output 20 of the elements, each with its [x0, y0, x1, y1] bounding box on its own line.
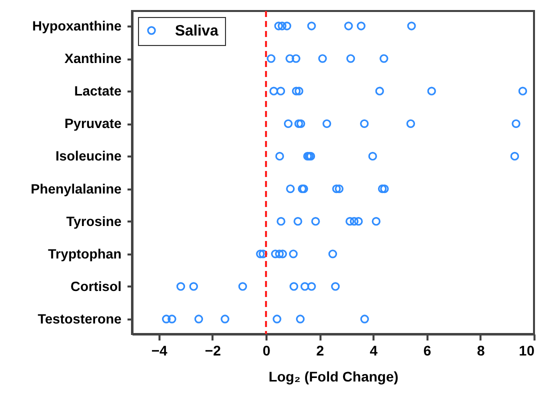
x-tick-label: 10: [518, 342, 535, 358]
y-tick-label: Isoleucine: [55, 148, 122, 164]
y-tick-label: Xanthine: [64, 51, 122, 66]
y-tick-label: Hypoxanthine: [32, 18, 122, 34]
y-tick-label: Lactate: [74, 84, 122, 99]
x-tick-label: 0: [262, 342, 271, 358]
x-tick-label: −2: [204, 342, 222, 358]
x-tick-label: 8: [477, 342, 485, 358]
y-tick-label: Pyruvate: [64, 116, 122, 132]
y-tick-label: Tyrosine: [66, 214, 122, 229]
x-axis-title: Log₂ (Fold Change): [268, 368, 398, 384]
x-tick-label: 4: [370, 342, 378, 358]
y-tick-label: Testosterone: [38, 312, 122, 327]
x-tick-label: −4: [151, 342, 168, 358]
x-tick-label: 2: [316, 342, 324, 358]
y-tick-label: Cortisol: [70, 278, 122, 294]
y-tick-label: Tryptophan: [48, 246, 122, 262]
legend-label: Saliva: [175, 22, 220, 40]
y-tick-label: Phenylalanine: [30, 181, 122, 196]
x-tick-label: 6: [423, 342, 432, 358]
